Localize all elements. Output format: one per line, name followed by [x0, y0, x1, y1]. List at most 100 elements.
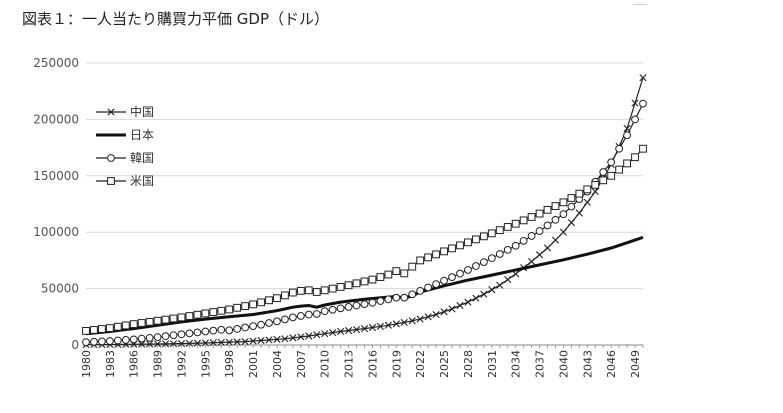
y-axis-labels: 0 50000 100000 150000 200000 250000 — [33, 56, 79, 352]
data-point — [321, 330, 329, 338]
marker-stroke — [185, 339, 194, 347]
data-point — [137, 334, 146, 343]
data-point — [464, 298, 472, 306]
y-tick-label: 0 — [71, 338, 79, 352]
data-point — [368, 323, 377, 332]
data-point — [376, 297, 385, 305]
data-point — [384, 270, 393, 279]
marker-stroke — [257, 336, 265, 345]
data-point — [281, 291, 289, 300]
y-tick-label: 100000 — [33, 225, 79, 239]
data-point — [408, 290, 417, 299]
data-point — [177, 339, 186, 348]
marker-stroke — [408, 317, 416, 325]
data-point — [479, 232, 488, 241]
marker-stroke — [273, 335, 281, 343]
legend-label: 米国 — [130, 174, 154, 188]
data-point — [432, 310, 440, 319]
data-point — [312, 288, 321, 296]
data-point — [169, 331, 178, 340]
data-point — [496, 281, 504, 289]
marker-stroke — [249, 337, 257, 345]
data-point — [408, 262, 417, 271]
data-point — [328, 305, 337, 314]
y-tick-label: 50000 — [41, 282, 79, 296]
data-point — [456, 301, 464, 310]
data-point — [313, 331, 321, 339]
data-point — [169, 314, 178, 323]
marker-stroke — [384, 321, 392, 329]
marker-stroke — [480, 290, 488, 298]
data-point — [535, 209, 544, 218]
data-point — [535, 227, 544, 235]
marker-stroke — [591, 188, 599, 196]
data-point — [519, 236, 528, 245]
marker-stroke — [559, 228, 568, 236]
data-point — [631, 99, 639, 107]
data-point — [329, 329, 337, 337]
data-point — [249, 337, 257, 345]
data-point — [408, 317, 416, 325]
marker-stroke — [177, 339, 186, 348]
marker-stroke — [313, 331, 321, 339]
data-point — [288, 313, 297, 322]
data-point — [527, 213, 536, 221]
corner-mark — [633, 4, 647, 5]
data-point — [257, 320, 265, 329]
y-tick-label: 200000 — [33, 112, 79, 126]
marker-stroke — [281, 335, 289, 343]
x-tick-label: 1980 — [80, 350, 93, 378]
x-tick-label: 2043 — [581, 350, 594, 378]
legend-label: 日本 — [130, 128, 154, 142]
marker-stroke — [623, 124, 631, 133]
data-point — [551, 215, 560, 224]
data-point — [201, 309, 210, 318]
y-tick-label: 250000 — [33, 56, 79, 70]
data-point — [639, 74, 647, 82]
data-point — [368, 298, 377, 307]
data-point — [304, 286, 313, 295]
data-point — [296, 286, 305, 295]
x-tick-label: 2046 — [605, 350, 618, 378]
marker-stroke — [472, 294, 480, 302]
legend-item: 韓国 — [96, 151, 154, 165]
data-point — [591, 180, 600, 189]
data-point — [121, 336, 130, 344]
data-point — [98, 325, 106, 333]
data-point — [241, 323, 250, 332]
data-point — [472, 235, 480, 244]
series-group — [82, 74, 647, 349]
data-point — [90, 326, 98, 334]
marker-stroke — [193, 339, 201, 347]
data-point — [154, 340, 162, 348]
data-point — [288, 288, 297, 297]
x-tick-label: 2025 — [438, 350, 451, 378]
data-point — [193, 310, 202, 319]
data-point — [138, 340, 146, 348]
data-point — [105, 324, 114, 332]
data-point — [249, 300, 257, 309]
data-point — [631, 153, 639, 162]
data-point — [344, 326, 353, 335]
marker-stroke — [352, 325, 361, 334]
data-point — [527, 232, 536, 240]
data-point — [201, 327, 210, 336]
x-tick-label: 1992 — [175, 350, 188, 378]
data-point — [599, 176, 608, 185]
marker-stroke — [488, 286, 496, 294]
marker-stroke — [376, 322, 385, 330]
data-point — [281, 315, 289, 324]
data-point — [209, 339, 217, 347]
data-point — [432, 250, 441, 259]
marker-stroke — [368, 323, 377, 332]
marker-stroke — [233, 338, 241, 346]
data-point — [129, 335, 138, 344]
x-tick-label: 2019 — [390, 350, 403, 378]
data-point — [472, 262, 480, 270]
data-point — [464, 266, 472, 274]
data-point — [543, 205, 552, 214]
data-point — [583, 198, 591, 206]
marker-stroke — [360, 325, 369, 333]
data-point — [464, 238, 472, 247]
data-point — [217, 338, 225, 347]
